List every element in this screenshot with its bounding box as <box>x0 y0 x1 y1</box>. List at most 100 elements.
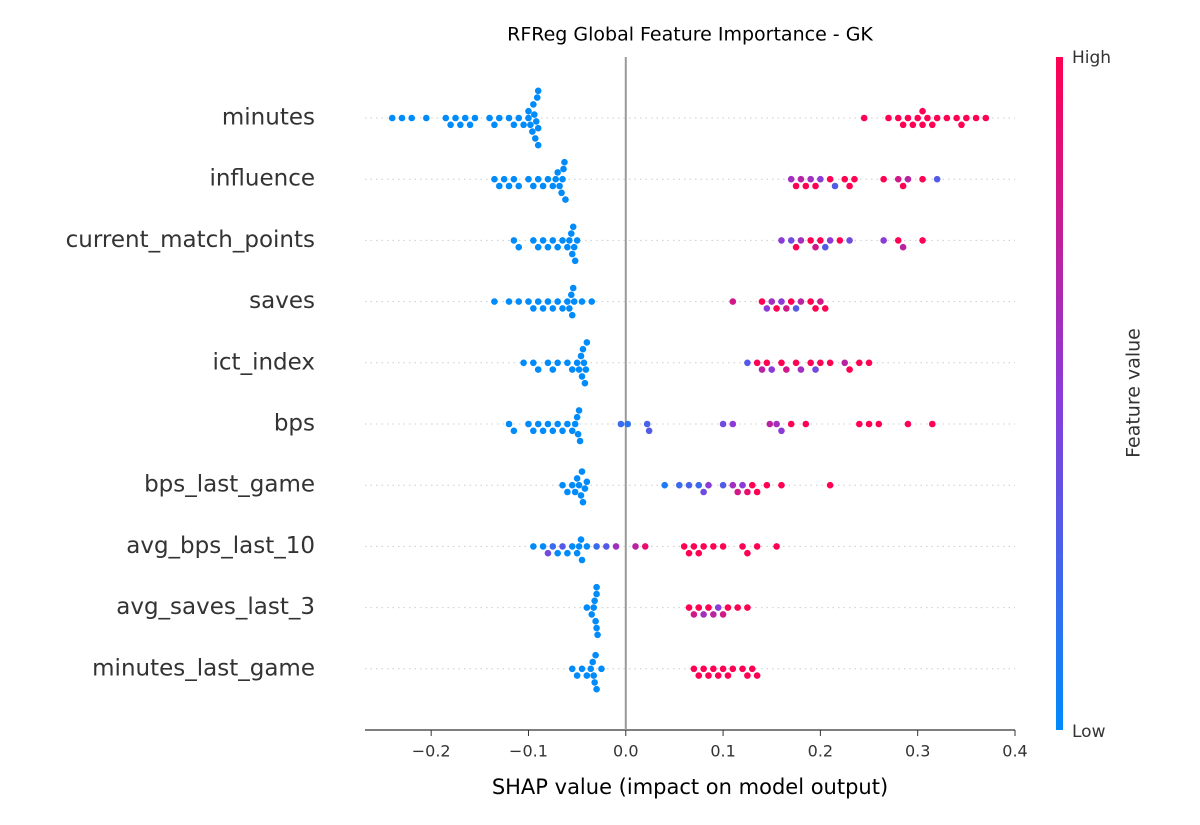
shap-point <box>559 305 566 312</box>
shap-point <box>594 631 601 639</box>
shap-point <box>783 305 790 312</box>
shap-point <box>568 665 576 673</box>
shap-point <box>515 298 523 305</box>
shap-point <box>539 427 547 435</box>
shap-point <box>758 366 766 373</box>
shap-point <box>520 359 527 367</box>
shap-point <box>753 543 761 550</box>
shap-point <box>899 243 907 251</box>
shap-point <box>739 543 746 550</box>
x-tick-label: 0.2 <box>808 742 833 761</box>
shap-point <box>471 114 479 122</box>
shap-point <box>575 407 583 414</box>
shap-point <box>700 543 707 550</box>
shap-point <box>589 658 596 666</box>
shap-point <box>807 298 814 305</box>
shap-point <box>695 549 703 557</box>
shap-point <box>768 298 776 305</box>
shap-point <box>388 114 396 122</box>
shap-point <box>729 481 737 489</box>
shap-point <box>812 305 819 312</box>
shap-point <box>748 665 756 673</box>
shap-point <box>787 420 795 428</box>
shap-point <box>719 420 727 428</box>
shap-point <box>632 543 639 550</box>
shap-point <box>567 230 575 237</box>
shap-point <box>486 114 493 122</box>
shap-point <box>554 243 561 251</box>
shap-point <box>573 549 581 557</box>
shap-point <box>556 182 563 190</box>
shap-point <box>700 665 707 673</box>
shap-point <box>505 182 513 190</box>
shap-point <box>578 373 586 380</box>
shap-point <box>763 359 771 367</box>
feature-label: bps <box>274 411 315 437</box>
chart-title: RFReg Global Feature Importance - GK <box>507 24 873 46</box>
shap-point <box>719 611 727 618</box>
shap-point <box>885 114 892 122</box>
shap-point <box>534 175 542 183</box>
shap-point <box>982 114 990 122</box>
shap-point <box>690 543 698 550</box>
shap-point <box>797 366 805 373</box>
x-tick-label: 0.3 <box>905 742 930 761</box>
shap-point <box>773 420 780 428</box>
shap-point <box>963 114 970 122</box>
shap-point <box>566 237 573 244</box>
shap-point <box>491 298 498 305</box>
shap-point <box>442 114 450 122</box>
shap-point <box>568 543 576 550</box>
shap-point <box>549 182 557 190</box>
shap-point <box>510 427 518 435</box>
shap-point <box>423 114 430 122</box>
shap-point <box>710 611 717 618</box>
shap-point <box>802 420 810 428</box>
shap-point <box>690 665 698 673</box>
shap-point <box>559 237 566 244</box>
shap-point <box>560 165 567 173</box>
shap-point <box>729 665 737 673</box>
shap-point <box>577 352 585 360</box>
shap-point <box>569 223 577 231</box>
shap-point <box>817 359 824 367</box>
shap-point <box>571 257 579 265</box>
x-tick-label: −0.2 <box>412 742 451 761</box>
shap-point <box>530 543 537 550</box>
shap-point <box>928 121 936 129</box>
shap-point <box>894 175 902 183</box>
shap-point <box>744 488 751 496</box>
shap-point <box>643 420 651 428</box>
shap-point <box>593 590 600 598</box>
colorbar-label: Feature value <box>1123 328 1145 458</box>
feature-label: minutes <box>222 105 315 131</box>
feature-label: minutes_last_game <box>92 655 315 681</box>
shap-point <box>773 543 780 550</box>
shap-point <box>573 359 581 367</box>
shap-point <box>495 114 503 122</box>
shap-point <box>525 298 532 305</box>
shap-point <box>578 298 586 305</box>
shap-point <box>710 665 717 673</box>
shap-point <box>846 182 853 190</box>
shap-point <box>943 114 951 122</box>
shap-point <box>582 366 590 373</box>
shap-point <box>573 413 581 421</box>
shap-point <box>577 492 585 499</box>
shap-point <box>575 481 583 489</box>
shap-point <box>520 121 527 129</box>
shap-point <box>904 420 912 428</box>
shap-point <box>559 175 566 183</box>
shap-point <box>573 237 581 244</box>
shap-point <box>578 665 586 673</box>
shap-point <box>525 107 532 115</box>
shap-point <box>645 427 653 435</box>
shap-point <box>787 175 795 183</box>
shap-point <box>899 121 907 129</box>
shap-point <box>763 305 771 312</box>
shap-point <box>525 420 532 428</box>
shap-point <box>744 359 751 367</box>
shap-point <box>914 114 921 122</box>
shap-point <box>695 481 703 489</box>
shap-point <box>841 175 849 183</box>
